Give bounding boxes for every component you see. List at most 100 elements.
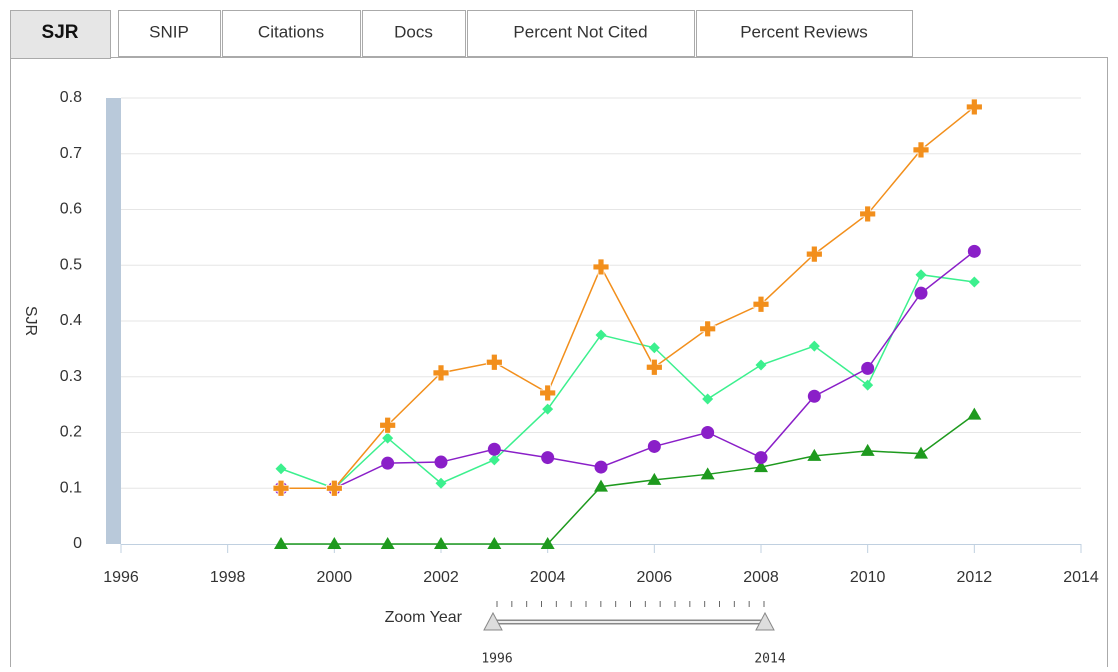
marker xyxy=(274,537,288,549)
marker xyxy=(754,451,768,465)
marker xyxy=(861,361,875,375)
marker xyxy=(594,460,608,474)
marker xyxy=(967,244,981,258)
tab[interactable]: SJR xyxy=(10,10,111,59)
marker xyxy=(541,451,555,465)
x-tick-label: 1998 xyxy=(210,569,246,586)
marker xyxy=(540,537,555,549)
y-axis-label: SJR xyxy=(22,306,39,336)
tab-label[interactable]: Percent Reviews xyxy=(740,22,868,41)
marker xyxy=(488,454,500,466)
y-tick-label: 0.5 xyxy=(60,256,82,273)
marker xyxy=(432,364,450,382)
marker xyxy=(752,295,770,313)
tab-label[interactable]: SNIP xyxy=(149,22,189,41)
slider-handle[interactable] xyxy=(755,611,775,631)
marker xyxy=(325,479,343,497)
marker xyxy=(912,141,930,159)
tab-label[interactable]: Percent Not Cited xyxy=(513,22,647,41)
marker xyxy=(435,477,447,489)
tab[interactable]: SNIP xyxy=(118,10,221,57)
marker xyxy=(275,463,287,475)
tab-bg[interactable] xyxy=(10,10,111,59)
tab-label[interactable]: Docs xyxy=(394,22,433,41)
y-tick-label: 0.8 xyxy=(60,89,82,106)
plot: 0 0.1 0.2 0.3 0.4 0.5 0.6 0.7 0.8 1996 1998 2000 200… xyxy=(60,89,1099,586)
navigator-bar xyxy=(106,98,121,544)
tab-bg[interactable] xyxy=(118,10,221,57)
x-tick-label: 2012 xyxy=(957,569,993,586)
marker xyxy=(382,432,394,444)
y-tick-label: 0.1 xyxy=(60,479,82,496)
marker xyxy=(594,479,608,492)
x-tick-label: 1996 xyxy=(103,569,139,586)
marker xyxy=(327,537,342,549)
x-tick-label: 2006 xyxy=(637,569,673,586)
y-tick-label: 0.7 xyxy=(60,145,82,162)
marker xyxy=(808,340,820,352)
zoom-slider[interactable] xyxy=(483,601,775,631)
marker xyxy=(702,393,714,405)
y-tick-label: 0.2 xyxy=(60,424,82,441)
marker xyxy=(539,384,557,402)
marker xyxy=(755,359,767,371)
marker xyxy=(807,389,821,403)
x-tick-label: 2000 xyxy=(317,569,353,586)
tab-label[interactable]: Citations xyxy=(258,22,324,41)
marker xyxy=(487,442,501,456)
marker xyxy=(699,320,717,338)
x-tick-label: 2008 xyxy=(743,569,779,586)
marker xyxy=(859,205,877,223)
x-tick-label: 2004 xyxy=(530,569,566,586)
marker xyxy=(862,379,874,391)
x-tick-label: 2010 xyxy=(850,569,886,586)
series-line xyxy=(281,414,975,545)
marker xyxy=(965,98,983,116)
marker xyxy=(434,455,448,469)
marker xyxy=(592,258,610,276)
marker xyxy=(807,448,822,461)
series-line xyxy=(280,273,975,490)
marker xyxy=(967,407,982,420)
marker xyxy=(700,467,715,480)
tab[interactable]: Percent Not Cited xyxy=(467,10,695,57)
marker xyxy=(860,443,875,456)
marker xyxy=(968,276,980,288)
marker xyxy=(381,456,395,470)
marker xyxy=(701,426,715,439)
marker xyxy=(379,416,397,434)
marker xyxy=(915,269,927,281)
zoom-min: 1996 xyxy=(481,652,512,667)
marker xyxy=(645,358,663,376)
marker xyxy=(487,537,502,549)
tab-bg[interactable] xyxy=(467,10,695,57)
tab-bg[interactable] xyxy=(362,10,466,57)
marker xyxy=(647,472,662,485)
y-tick-label: 0.6 xyxy=(60,201,82,218)
zoom-max: 2014 xyxy=(754,652,785,667)
x-tick-label: 2002 xyxy=(423,569,459,586)
marker xyxy=(914,286,928,300)
y-tick-label: 0.3 xyxy=(60,368,82,385)
marker xyxy=(595,329,607,341)
marker xyxy=(272,479,290,497)
zoom-label: Zoom Year xyxy=(385,609,463,626)
tab[interactable]: Docs xyxy=(362,10,466,57)
marker xyxy=(485,353,503,371)
marker xyxy=(754,460,768,473)
marker xyxy=(647,439,661,453)
tab[interactable]: Citations xyxy=(222,10,361,57)
tab-bar: SJR SNIP Citations Docs Percent Not Cited Per… xyxy=(10,10,913,59)
tab-bg[interactable] xyxy=(222,10,361,57)
tab-label[interactable]: SJR xyxy=(42,22,79,43)
marker xyxy=(542,403,554,415)
tab-bg[interactable] xyxy=(696,10,913,57)
slider-handle[interactable] xyxy=(483,611,503,631)
tab[interactable]: Percent Reviews xyxy=(696,10,913,57)
marker xyxy=(380,537,395,549)
marker xyxy=(648,342,660,354)
marker xyxy=(914,446,928,459)
series-line xyxy=(281,250,975,489)
y-tick-label: 0 xyxy=(73,535,82,552)
